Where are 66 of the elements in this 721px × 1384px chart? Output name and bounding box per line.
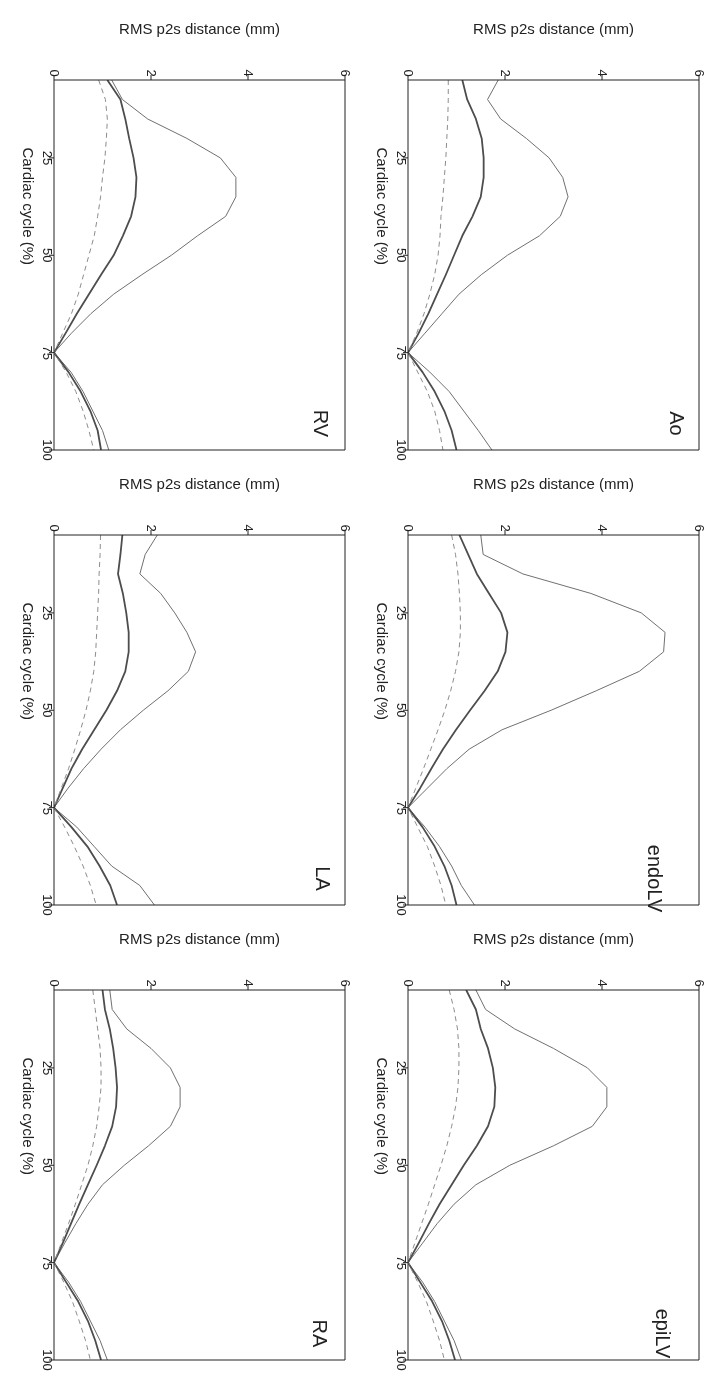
y-tick-label: 25 [393,1060,409,1076]
y-tick-label: 100 [393,439,409,461]
x-tick-label: 6 [691,524,707,532]
x-tick-label: 4 [594,524,610,532]
x-tick-label: 4 [594,69,610,77]
x-tick-label: 6 [337,979,353,987]
x-tick-label: 2 [497,524,513,532]
x-tick-label: 0 [400,69,416,77]
x-tick-label: 0 [46,979,62,987]
x-tick-label: 4 [240,979,256,987]
y-axis-title: Cardiac cycle (%) [373,602,391,720]
y-tick-label: 100 [39,1349,55,1371]
x-tick-label: 6 [337,69,353,77]
x-tick-label: 2 [143,69,159,77]
y-tick-label: 50 [393,248,409,263]
y-axis-title: Cardiac cycle (%) [373,1057,391,1175]
x-axis-title: RMS p2s distance (mm) [473,930,634,947]
x-tick-label: 4 [240,69,256,77]
x-axis-title: RMS p2s distance (mm) [119,20,280,37]
y-tick-label: 50 [39,248,55,263]
x-tick-label: 6 [691,979,707,987]
y-tick-label: 100 [39,894,55,916]
y-tick-label: 50 [393,1158,409,1173]
y-tick-label: 75 [39,345,55,360]
y-tick-label: 50 [39,703,55,718]
text: RV [308,409,332,438]
y-tick-label: 75 [393,800,409,815]
y-tick-label: 75 [393,1255,409,1270]
x-tick-label: 4 [240,524,256,532]
y-tick-label: 25 [39,150,55,166]
y-tick-label: 100 [393,894,409,916]
x-tick-label: 2 [143,524,159,532]
x-tick-label: 4 [594,979,610,987]
y-tick-label: 50 [393,703,409,718]
y-tick-label: 25 [393,150,409,166]
y-axis-title: Cardiac cycle (%) [373,147,391,265]
x-axis-title: RMS p2s distance (mm) [119,930,280,947]
y-tick-label: 25 [393,605,409,621]
text: epiLV [651,1308,675,1359]
text: RA [308,1319,332,1348]
y-axis-title: Cardiac cycle (%) [19,602,37,720]
text: LA [310,866,334,891]
x-tick-label: 0 [400,979,416,987]
x-tick-label: 2 [497,979,513,987]
x-axis-title: RMS p2s distance (mm) [473,20,634,37]
y-axis-title: Cardiac cycle (%) [19,1057,37,1175]
y-axis-title: Cardiac cycle (%) [19,147,37,265]
y-tick-label: 75 [39,800,55,815]
y-tick-label: 100 [39,439,55,461]
x-tick-label: 2 [497,69,513,77]
y-tick-label: 25 [39,605,55,621]
x-tick-label: 6 [691,69,707,77]
x-tick-label: 0 [400,524,416,532]
x-tick-label: 0 [46,69,62,77]
text: Ao [664,411,688,436]
y-tick-label: 75 [39,1255,55,1270]
text: endoLV [642,844,666,913]
y-tick-label: 75 [393,345,409,360]
y-tick-label: 25 [39,1060,55,1076]
x-axis-title: RMS p2s distance (mm) [473,475,634,492]
y-tick-label: 50 [39,1158,55,1173]
x-tick-label: 6 [337,524,353,532]
x-axis-title: RMS p2s distance (mm) [119,475,280,492]
x-tick-label: 0 [46,524,62,532]
x-tick-label: 2 [143,979,159,987]
y-tick-label: 100 [393,1349,409,1371]
